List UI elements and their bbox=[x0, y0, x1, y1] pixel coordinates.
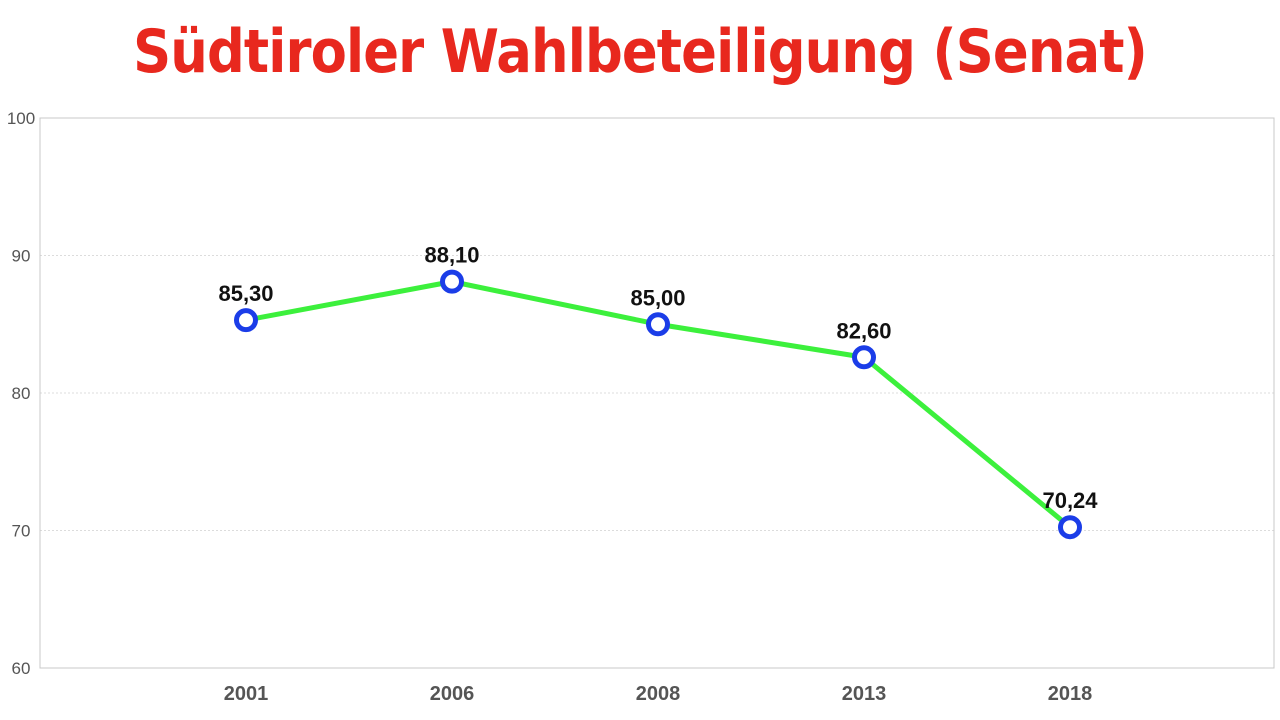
data-point-marker bbox=[1058, 515, 1082, 540]
plot-area-frame bbox=[39, 117, 1275, 669]
x-tick-label: 2008 bbox=[636, 683, 681, 705]
x-tick-label: 2001 bbox=[224, 683, 269, 705]
y-tick-label: 60 bbox=[12, 659, 31, 678]
data-point-marker bbox=[646, 312, 670, 337]
y-tick-label: 80 bbox=[12, 384, 31, 403]
x-tick-label: 2013 bbox=[842, 683, 887, 705]
data-label: 85,00 bbox=[630, 285, 685, 310]
data-label: 82,60 bbox=[836, 318, 891, 343]
chart-title: Südtiroler Wahlbeteiligung (Senat) bbox=[133, 17, 1148, 87]
data-label: 70,24 bbox=[1042, 488, 1098, 513]
data-labels-layer: 85,30 88,10 85,00 82,60 70,24 bbox=[218, 243, 1098, 514]
x-tick-label: 2018 bbox=[1048, 683, 1093, 705]
y-axis-ticks: 100 90 80 70 60 bbox=[7, 109, 35, 678]
data-label: 85,30 bbox=[218, 281, 273, 306]
y-tick-label: 90 bbox=[12, 247, 31, 266]
data-point-marker bbox=[234, 308, 258, 333]
x-tick-label: 2006 bbox=[430, 683, 475, 705]
data-label: 88,10 bbox=[424, 243, 479, 268]
markers-layer bbox=[234, 269, 1082, 540]
y-tick-label: 100 bbox=[7, 109, 35, 128]
y-tick-label: 70 bbox=[12, 522, 31, 541]
data-point-marker bbox=[852, 345, 876, 370]
data-point-marker bbox=[440, 269, 464, 294]
x-axis-ticks: 2001 2006 2008 2013 2018 bbox=[224, 683, 1093, 705]
